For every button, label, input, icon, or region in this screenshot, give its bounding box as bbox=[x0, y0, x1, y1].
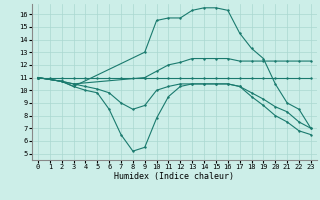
X-axis label: Humidex (Indice chaleur): Humidex (Indice chaleur) bbox=[115, 172, 234, 181]
